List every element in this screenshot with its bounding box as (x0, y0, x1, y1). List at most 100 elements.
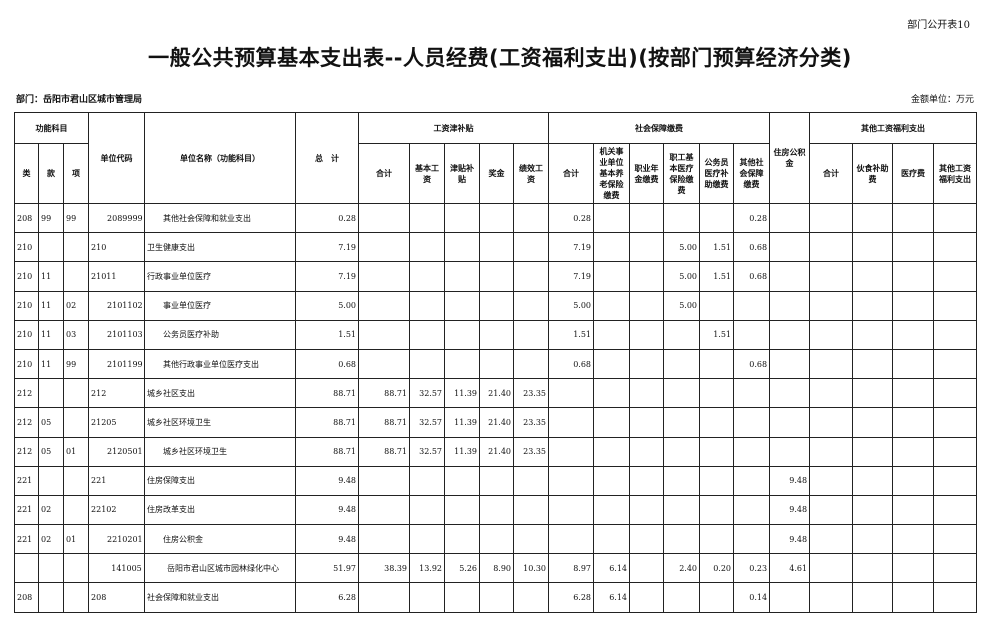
cell-unit-name: 公务员医疗补助 (144, 319, 297, 350)
header-unit-code: 单位代码 (88, 112, 146, 204)
cell-kuan: 02 (38, 494, 64, 526)
header-wage-1: 基本工资 (409, 143, 446, 204)
cell-unit-code: 2101199 (88, 348, 146, 380)
table-row: 208 99 99 2089999 其他社会保障和就业支出 0.28 0.28 0.28 (14, 202, 978, 234)
cell-amount (593, 290, 631, 321)
cell-amount (892, 407, 935, 438)
header-kuan: 款 (38, 143, 64, 204)
cell-amount (629, 290, 665, 321)
cell-amount (809, 348, 854, 380)
cell-amount (852, 202, 894, 234)
cell-amount (513, 202, 550, 234)
cell-xiang (62, 378, 90, 409)
page-title: 一般公共预算基本支出表--人员经费(工资福利支出)(按部门预算经济分类) (148, 46, 852, 70)
cell-amount (513, 465, 550, 496)
cell-amount (933, 319, 978, 350)
cell-xiang: 01 (62, 524, 90, 555)
cell-lei: 208 (14, 582, 39, 613)
cell-amount: 1.51 (699, 261, 735, 292)
cell-amount (358, 319, 411, 350)
cell-amount (852, 348, 894, 380)
cell-kuan: 11 (38, 290, 64, 321)
cell-unit-name: 社会保障和就业支出 (144, 582, 297, 613)
cell-amount (444, 494, 481, 526)
cell-amount: 0.28 (295, 202, 360, 234)
cell-unit-name: 住房改革支出 (144, 494, 297, 526)
cell-lei: 208 (14, 202, 39, 234)
cell-amount (769, 348, 811, 380)
cell-amount (699, 465, 735, 496)
table-row: 141005 岳阳市君山区城市园林绿化中心 51.97 38.39 13.92 5.26 8… (14, 553, 978, 584)
cell-amount (593, 494, 631, 526)
cell-amount (513, 319, 550, 350)
cell-xiang: 99 (62, 202, 90, 234)
cell-amount (444, 319, 481, 350)
cell-amount (479, 348, 515, 380)
table-row: 210 11 02 2101102 事业单位医疗 5.00 5.00 5.00 (14, 290, 978, 321)
cell-unit-code: 208 (88, 582, 146, 613)
cell-amount (852, 436, 894, 467)
cell-amount (593, 319, 631, 350)
cell-amount: 0.68 (733, 232, 771, 263)
cell-amount (892, 202, 935, 234)
cell-amount (409, 465, 446, 496)
cell-amount: 11.39 (444, 407, 481, 438)
cell-amount (852, 290, 894, 321)
cell-amount (409, 582, 446, 613)
cell-amount (358, 524, 411, 555)
cell-amount (409, 290, 446, 321)
cell-amount (593, 261, 631, 292)
cell-amount (479, 232, 515, 263)
cell-amount (629, 494, 665, 526)
header-social-1: 机关事业单位基本养老保险缴费 (593, 143, 631, 204)
cell-unit-code: 2089999 (88, 202, 146, 234)
cell-amount (733, 524, 771, 555)
cell-amount (933, 261, 978, 292)
cell-amount (809, 524, 854, 555)
form-number: 部门公开表10 (907, 20, 970, 31)
cell-amount (933, 407, 978, 438)
header-other-0: 合计 (809, 143, 854, 204)
cell-amount (892, 582, 935, 613)
cell-amount (852, 494, 894, 526)
cell-amount (548, 378, 595, 409)
cell-unit-name: 卫生健康支出 (144, 232, 297, 263)
cell-amount (699, 378, 735, 409)
cell-amount (809, 378, 854, 409)
cell-xiang (62, 407, 90, 438)
cell-amount (409, 319, 446, 350)
cell-amount: 10.30 (513, 553, 550, 584)
cell-lei: 212 (14, 436, 39, 467)
cell-unit-name: 其他行政事业单位医疗支出 (144, 348, 297, 380)
cell-unit-code: 2120501 (88, 436, 146, 467)
cell-amount: 0.28 (548, 202, 595, 234)
cell-amount (663, 378, 701, 409)
cell-amount (809, 319, 854, 350)
table-row: 221 221 住房保障支出 9.48 9.48 (14, 465, 978, 496)
cell-amount: 5.00 (663, 232, 701, 263)
cell-amount (663, 319, 701, 350)
cell-kuan: 11 (38, 348, 64, 380)
cell-amount: 32.57 (409, 378, 446, 409)
table-row: 208 208 社会保障和就业支出 6.28 6.28 6.14 0.14 (14, 582, 978, 613)
amount-unit-label: 金额单位：万元 (910, 95, 974, 105)
cell-amount (852, 232, 894, 263)
cell-unit-code: 22102 (88, 494, 146, 526)
cell-amount (769, 582, 811, 613)
cell-amount (548, 436, 595, 467)
cell-amount (892, 436, 935, 467)
cell-amount: 5.26 (444, 553, 481, 584)
cell-amount (358, 232, 411, 263)
cell-amount: 1.51 (548, 319, 595, 350)
cell-amount (892, 290, 935, 321)
cell-amount: 6.28 (548, 582, 595, 613)
cell-lei: 210 (14, 261, 39, 292)
cell-amount: 1.51 (699, 319, 735, 350)
cell-amount: 0.14 (733, 582, 771, 613)
cell-unit-name: 城乡社区支出 (144, 378, 297, 409)
cell-amount: 88.71 (295, 407, 360, 438)
cell-amount (733, 319, 771, 350)
cell-amount (629, 553, 665, 584)
cell-amount: 2.40 (663, 553, 701, 584)
cell-amount (548, 465, 595, 496)
